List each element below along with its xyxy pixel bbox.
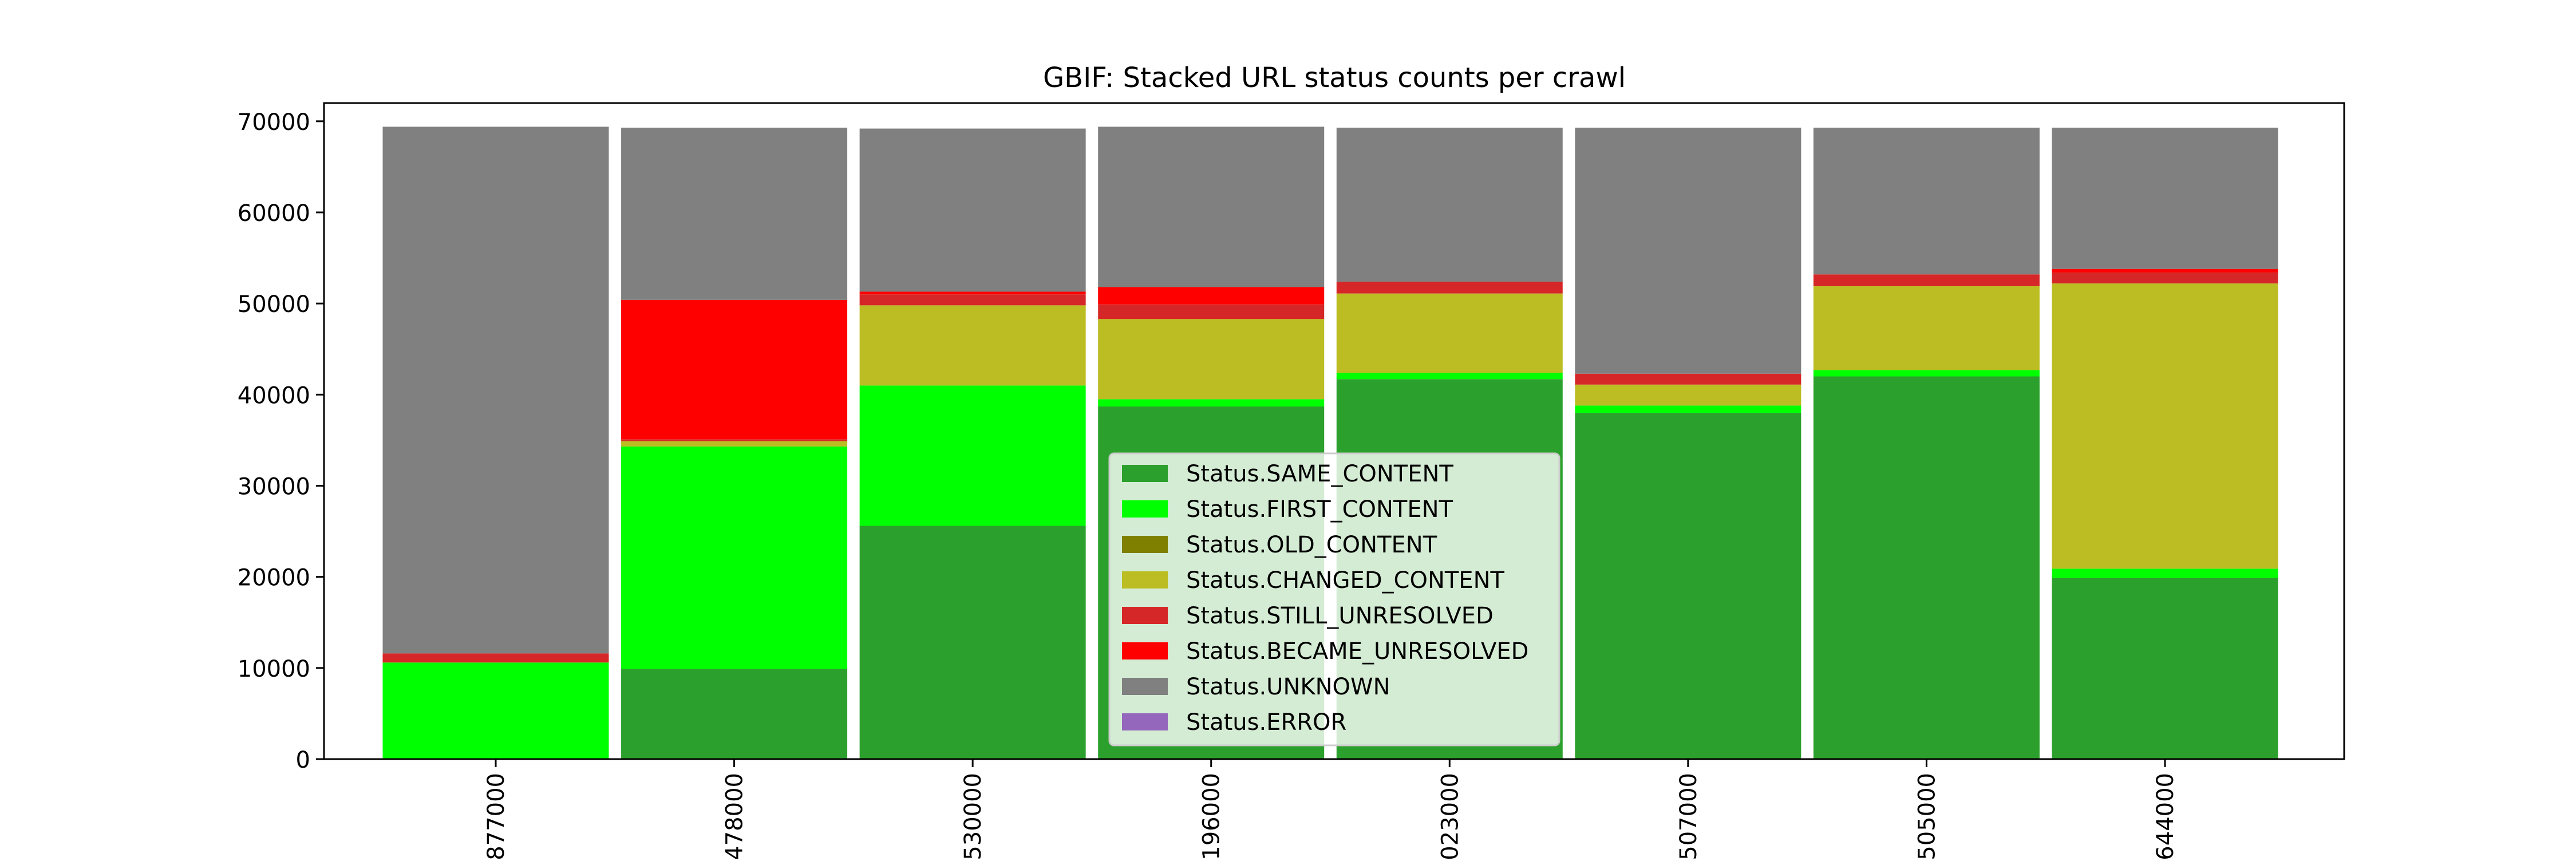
bar-segment-505000-status-first-content bbox=[1813, 370, 2040, 377]
legend-label: Status.STILL_UNRESOLVED bbox=[1186, 603, 1494, 629]
legend-swatch bbox=[1122, 536, 1168, 553]
legend-swatch bbox=[1122, 465, 1168, 482]
bar-segment-877000-status-first-content bbox=[382, 662, 609, 759]
legend-swatch bbox=[1122, 678, 1168, 695]
bar-segment-644000-status-became-unresolved bbox=[2052, 268, 2278, 273]
legend-label: Status.SAME_CONTENT bbox=[1186, 461, 1453, 487]
bar-segment-530000-status-first-content bbox=[859, 385, 1086, 526]
bar-segment-644000-status-same-content bbox=[2052, 578, 2278, 759]
legend-label: Status.ERROR bbox=[1186, 709, 1346, 736]
y-tick-label: 0 bbox=[296, 747, 310, 773]
legend-swatch bbox=[1122, 607, 1168, 624]
bar-segment-196000-status-changed-content bbox=[1098, 319, 1325, 400]
bar-segment-478000-status-changed-content bbox=[621, 441, 848, 447]
x-tick-label: 478000 bbox=[722, 773, 748, 859]
bars-layer bbox=[382, 127, 2278, 759]
bar-segment-530000-status-changed-content bbox=[859, 305, 1086, 386]
legend-label: Status.OLD_CONTENT bbox=[1186, 532, 1437, 558]
x-tick-label: 644000 bbox=[2152, 773, 2179, 859]
bar-segment-023000-status-unknown bbox=[1336, 127, 1563, 282]
bar-segment-478000-status-became-unresolved bbox=[621, 299, 848, 440]
bar-segment-478000-status-same-content bbox=[621, 669, 848, 759]
y-tick-label: 40000 bbox=[238, 382, 310, 409]
legend-swatch bbox=[1122, 713, 1168, 730]
bar-segment-507000-status-still-unresolved bbox=[1575, 373, 1801, 385]
bar-segment-505000-status-changed-content bbox=[1813, 286, 2040, 370]
bar-segment-644000-status-first-content bbox=[2052, 568, 2278, 578]
bar-segment-530000-status-still-unresolved bbox=[859, 294, 1086, 306]
legend-label: Status.BECAME_UNRESOLVED bbox=[1186, 638, 1528, 665]
bar-segment-507000-status-unknown bbox=[1575, 127, 1801, 374]
bar-segment-505000-status-still-unresolved bbox=[1813, 274, 2040, 286]
bar-segment-507000-status-first-content bbox=[1575, 405, 1801, 413]
x-tick-label: 530000 bbox=[960, 773, 986, 859]
bar-segment-196000-status-first-content bbox=[1098, 399, 1325, 407]
bar-segment-196000-status-became-unresolved bbox=[1098, 287, 1325, 305]
bar-segment-530000-status-same-content bbox=[859, 526, 1086, 759]
legend-label: Status.UNKNOWN bbox=[1186, 674, 1390, 700]
bar-segment-530000-status-became-unresolved bbox=[859, 291, 1086, 295]
y-tick-label: 20000 bbox=[238, 565, 310, 591]
bar-segment-023000-status-still-unresolved bbox=[1336, 281, 1563, 294]
x-tick-label: 507000 bbox=[1676, 773, 1702, 859]
y-axis: 0 10000 20000 30000 40000 50000 60000 70000 bbox=[238, 109, 324, 773]
x-tick-label: 023000 bbox=[1437, 773, 1463, 859]
bar-segment-877000-status-unknown bbox=[382, 127, 609, 654]
bar-segment-877000-status-still-unresolved bbox=[382, 653, 609, 663]
bar-segment-644000-status-still-unresolved bbox=[2052, 272, 2278, 284]
bar-segment-478000-status-still-unresolved bbox=[621, 439, 848, 441]
bar-segment-507000-status-same-content bbox=[1575, 413, 1801, 759]
bar-segment-478000-status-unknown bbox=[621, 127, 848, 300]
bar-segment-196000-status-still-unresolved bbox=[1098, 304, 1325, 319]
x-axis: 877000 478000 530000 196000 023000 507000 5050… bbox=[483, 759, 2179, 860]
bar-segment-505000-status-same-content bbox=[1813, 376, 2040, 759]
legend-label: Status.FIRST_CONTENT bbox=[1186, 496, 1453, 523]
legend-swatch bbox=[1122, 571, 1168, 589]
y-tick-label: 10000 bbox=[238, 656, 310, 682]
legend: Status.SAME_CONTENT Status.FIRST_CONTENT S… bbox=[1108, 452, 1560, 747]
bar-segment-196000-status-unknown bbox=[1098, 127, 1325, 287]
x-tick-label: 877000 bbox=[483, 773, 509, 859]
y-tick-label: 60000 bbox=[238, 200, 310, 227]
y-tick-label: 50000 bbox=[238, 291, 310, 318]
legend-swatch bbox=[1122, 500, 1168, 518]
plot-frame bbox=[323, 102, 2345, 760]
chart-title: GBIF: Stacked URL status counts per craw… bbox=[1043, 62, 1626, 94]
bar-segment-505000-status-unknown bbox=[1813, 127, 2040, 275]
bar-segment-023000-status-first-content bbox=[1336, 373, 1563, 380]
bar-segment-507000-status-changed-content bbox=[1575, 384, 1801, 406]
y-tick-label: 70000 bbox=[238, 109, 310, 136]
legend-box bbox=[1108, 452, 1560, 747]
x-tick-label: 505000 bbox=[1914, 773, 1940, 859]
bar-segment-023000-status-changed-content bbox=[1336, 293, 1563, 373]
bar-segment-644000-status-changed-content bbox=[2052, 283, 2278, 569]
bar-segment-478000-status-first-content bbox=[621, 447, 848, 669]
bar-segment-530000-status-unknown bbox=[859, 128, 1086, 292]
bar-segment-644000-status-unknown bbox=[2052, 127, 2278, 269]
x-tick-label: 196000 bbox=[1199, 773, 1225, 859]
legend-swatch bbox=[1122, 642, 1168, 659]
y-tick-label: 30000 bbox=[238, 474, 310, 500]
legend-label: Status.CHANGED_CONTENT bbox=[1186, 567, 1505, 594]
